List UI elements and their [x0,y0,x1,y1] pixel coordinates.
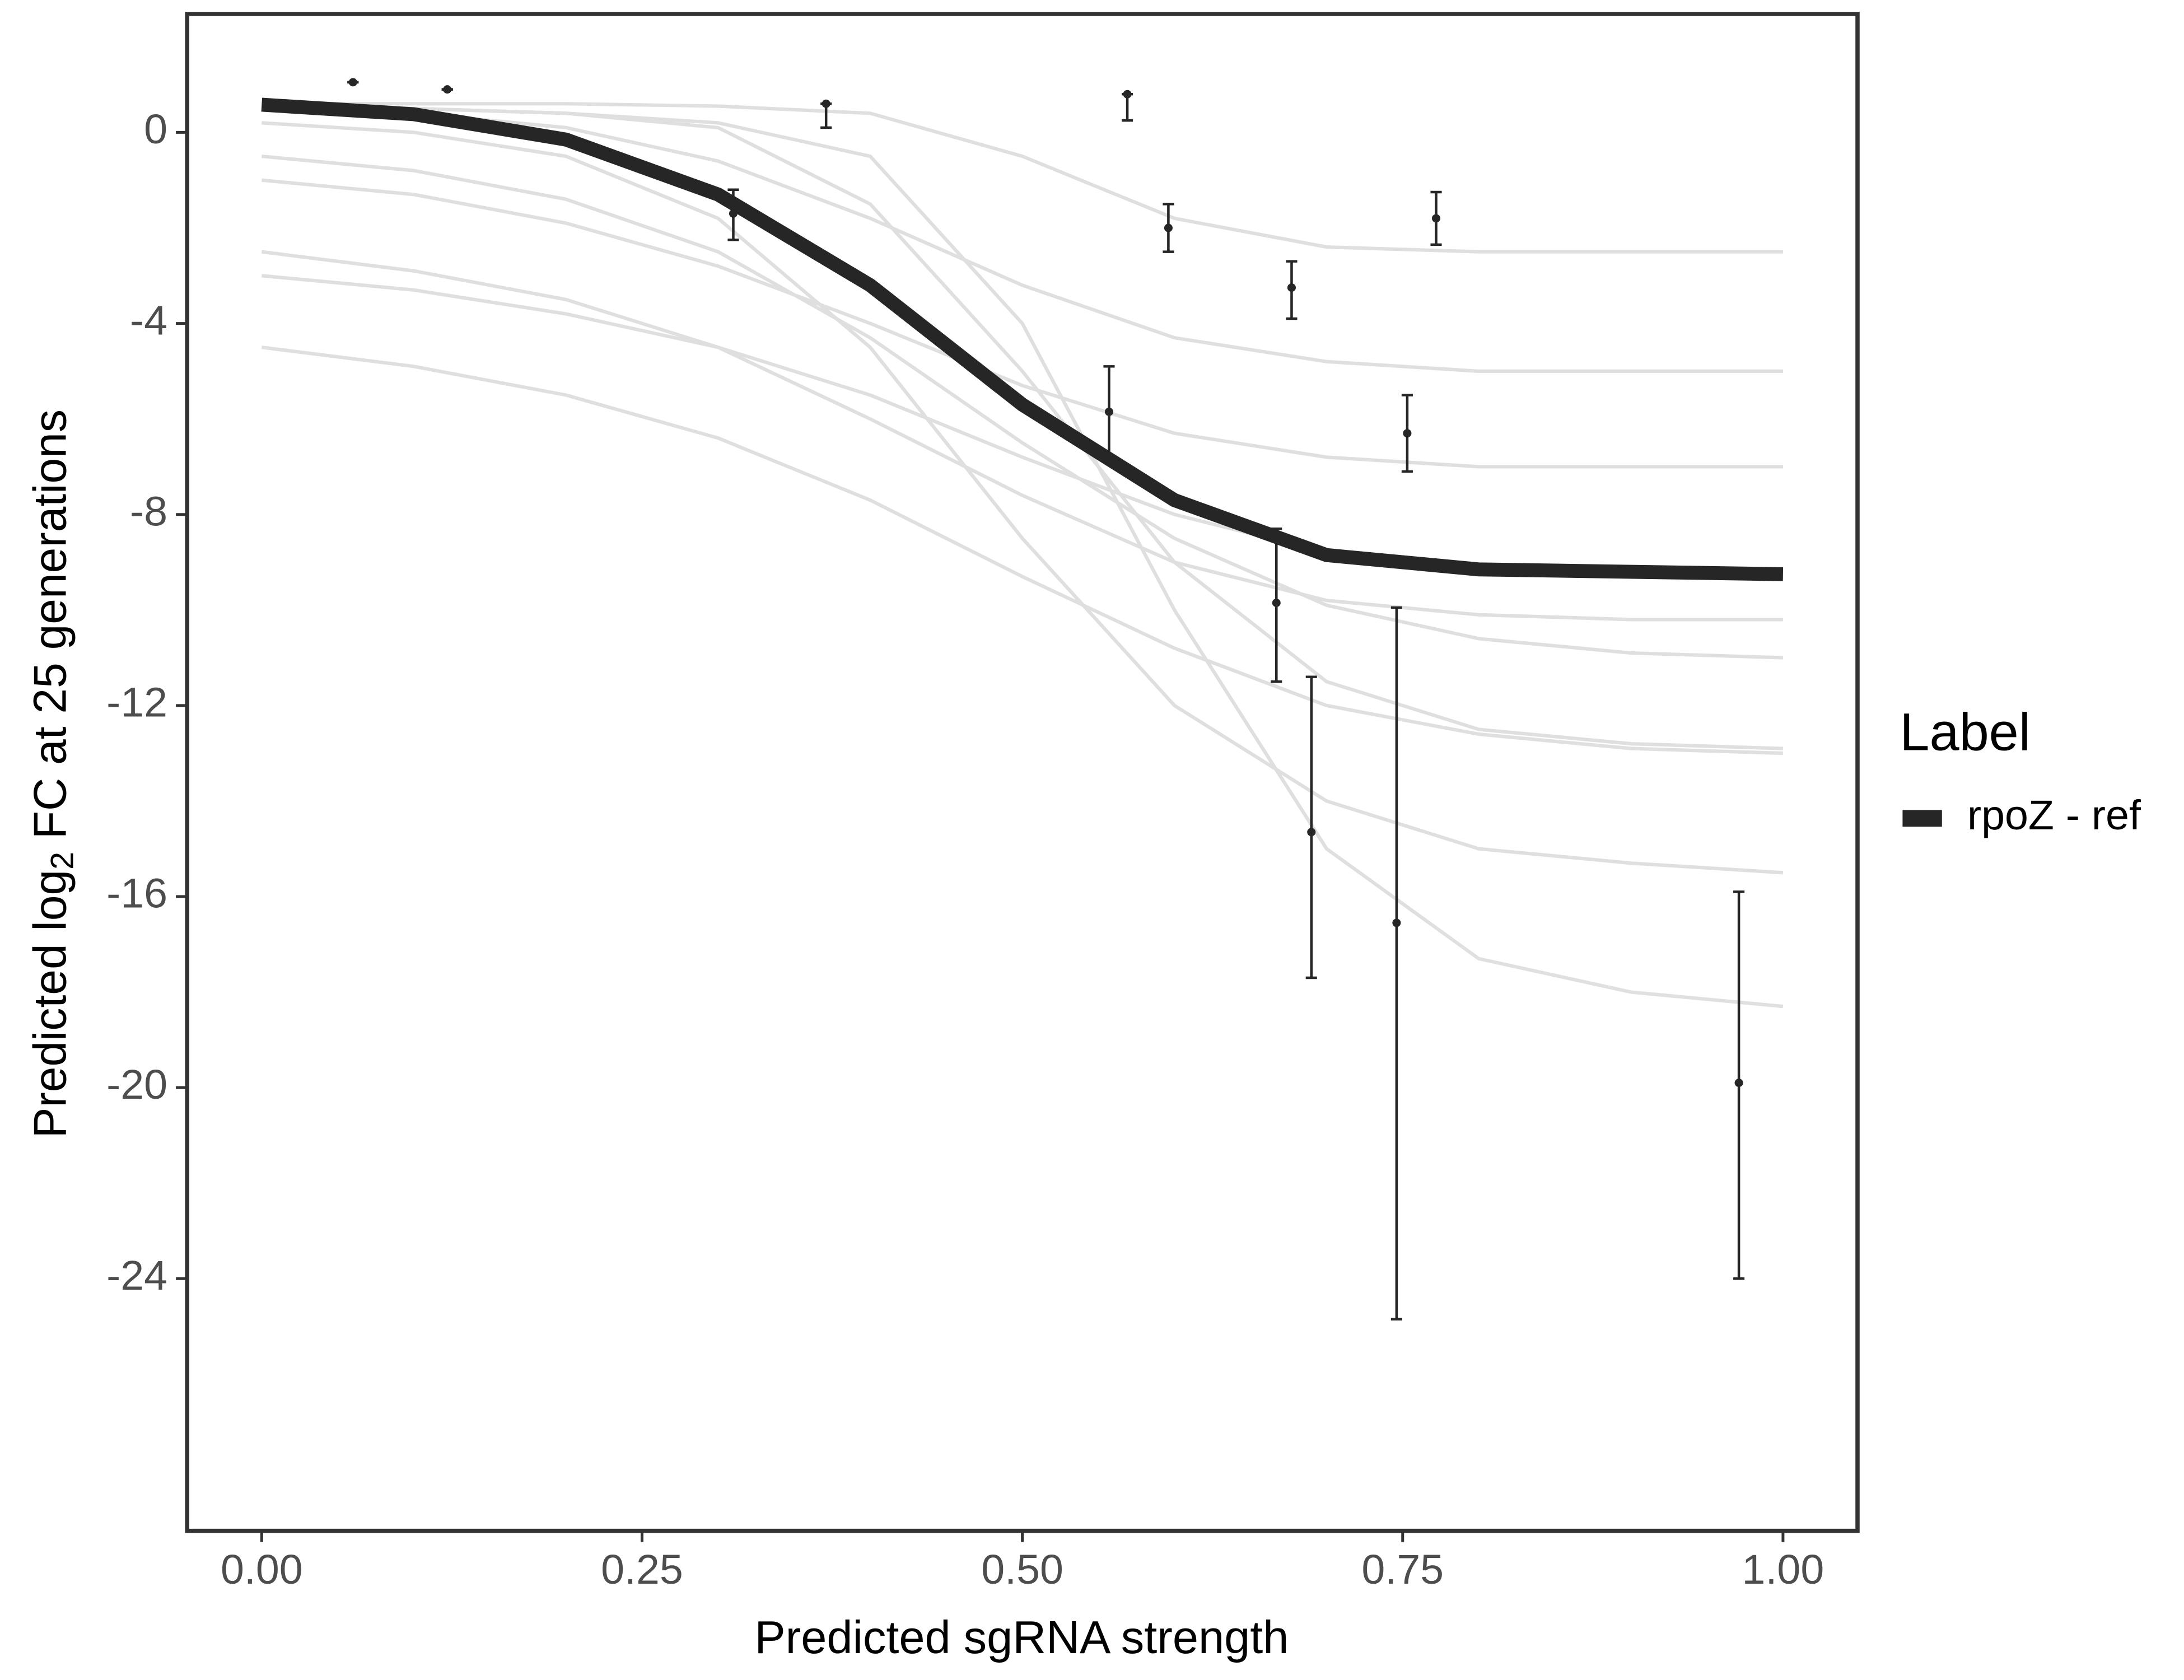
draw-line [262,106,1784,750]
point [1272,599,1281,607]
x-tick-label: 1.00 [1742,1546,1824,1593]
point [1164,223,1173,232]
point [348,78,357,87]
draw-line [262,178,1783,469]
point [1431,214,1441,223]
y-title-main: Predicted log [24,870,76,1138]
draw-line [262,154,1784,660]
x-tick-label: 0.00 [221,1546,303,1593]
legend-label: rpoZ - ref [1967,791,2141,838]
point [1123,90,1132,99]
draw-line [262,106,1784,1009]
draw-line [261,346,1784,755]
panel-border [185,12,1860,1533]
draws [261,102,1784,1009]
y-title-rest: FC at 25 generations [24,409,76,852]
y-tick-label: -8 [130,488,167,535]
y-tick-label: -20 [106,1061,167,1108]
y-axis-title: Predicted log2 FC at 25 generations [24,409,81,1138]
draw-line [262,102,1783,254]
point [443,85,452,94]
point [1392,918,1401,927]
point [729,209,738,218]
point [1403,429,1412,438]
y-tick-label: -16 [106,870,167,917]
draw-line [262,121,1784,875]
x-tick-label: 0.25 [601,1546,683,1593]
y-tick-label: -24 [106,1252,167,1299]
y-tick-label: -4 [130,297,167,344]
draw-line [262,106,1783,373]
fit-line [261,97,1784,581]
point [1734,1079,1743,1088]
y-title-sub: 2 [45,852,81,870]
point [1104,407,1113,416]
legend-title: Label [1900,703,2031,762]
y-tick-label: -12 [106,679,167,726]
draw-line [261,250,1783,622]
x-axis-title: Predicted sgRNA strength [754,1612,1289,1663]
x-tick-label: 0.50 [981,1546,1063,1593]
point [822,99,830,108]
point [1287,283,1296,292]
point [1307,828,1316,837]
y-tick-label: 0 [144,105,167,152]
legend-key [1902,810,1942,827]
x-tick-label: 0.75 [1361,1546,1444,1593]
